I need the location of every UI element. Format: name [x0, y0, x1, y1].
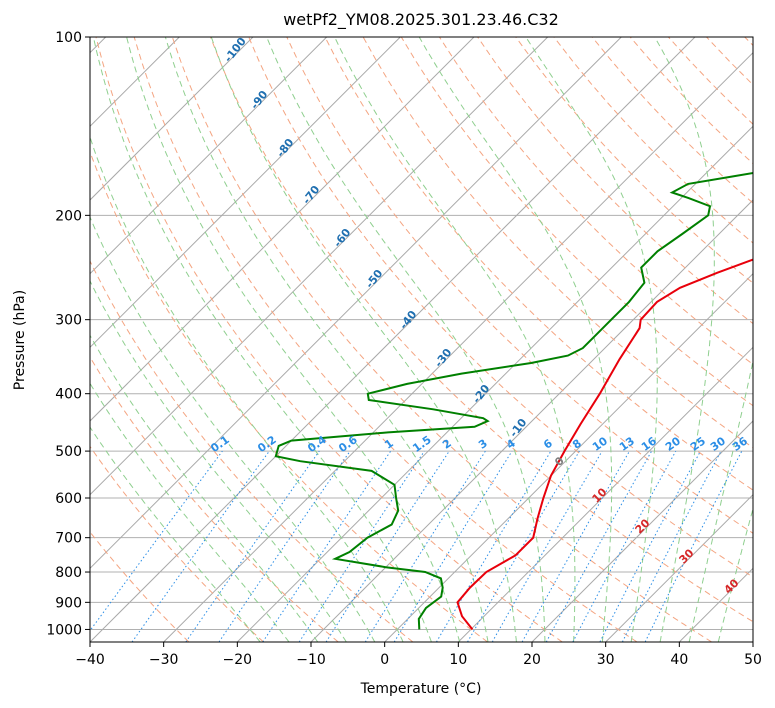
x-axis-label: Temperature (°C) — [360, 681, 482, 697]
y-tick-label: 100 — [55, 30, 82, 46]
x-tick-label: −40 — [75, 652, 105, 668]
dry-adiabat-line — [90, 259, 414, 642]
series-layer — [274, 171, 753, 631]
plot-frame — [89, 36, 754, 643]
y-tick-label: 300 — [55, 313, 82, 329]
dry-adiabat-line — [95, 37, 563, 642]
plot-area: 0.1 0.2 0.4 0.6 1 1.5 2 3 4 6 8 10 13 16 20 25 30 36-100-… — [90, 37, 753, 642]
mixing-ratio-line — [325, 450, 450, 642]
x-tick-label: −20 — [223, 652, 253, 668]
y-tick-label: 800 — [55, 565, 82, 581]
mixing-ratio-line — [262, 450, 392, 642]
dry-adiabat-line — [90, 356, 339, 642]
dry-adiabat-line — [90, 445, 264, 642]
dry-adiabat-line — [248, 37, 753, 578]
moist-adiabat-line — [334, 37, 576, 642]
isotherm-line — [90, 37, 622, 570]
chart-title: wetPf2_YM08.2025.301.23.46.C32 — [283, 10, 559, 30]
moist-adiabat-line — [525, 37, 658, 642]
y-tick-label: 1000 — [46, 622, 82, 638]
dry-adiabat-line — [324, 37, 753, 491]
x-tick-label: 10 — [449, 652, 467, 668]
x-tick-label: 50 — [744, 652, 762, 668]
x-tick-label: 40 — [670, 652, 688, 668]
moist-adiabat-line — [266, 37, 546, 642]
x-tick-label: 20 — [523, 652, 541, 668]
x-tick-label: −10 — [296, 652, 326, 668]
isotherm-line — [90, 37, 549, 496]
mixing-ratio-line — [90, 450, 223, 632]
isotherm-line — [90, 37, 475, 422]
dry-adiabat-line — [286, 37, 753, 534]
mixing-ratio-line — [545, 450, 653, 642]
isotherm-line — [384, 272, 753, 642]
mixing-ratio-line — [131, 450, 270, 642]
y-tick-label: 900 — [55, 595, 82, 611]
isotherm-line — [457, 346, 753, 642]
moist-adiabat-line — [92, 37, 432, 642]
y-tick-label: 600 — [55, 491, 82, 507]
isotherm-line — [605, 493, 753, 642]
y-tick-label: 500 — [55, 444, 82, 460]
mixing-ratio-line — [185, 450, 320, 642]
moist-adiabat-line — [90, 426, 261, 642]
isotherm-line — [531, 420, 753, 642]
moist-adiabat-line — [126, 37, 461, 642]
moist-adiabat-line — [90, 334, 319, 642]
moist-adiabat-line — [90, 382, 290, 642]
mixing-ratio-line — [393, 450, 513, 642]
dry-adiabat-line — [515, 37, 753, 284]
moist-adiabat-line — [717, 506, 753, 642]
isotherm-line — [236, 125, 753, 642]
isotherm-line — [163, 51, 753, 642]
isotherm-line — [90, 37, 328, 275]
x-tick-label: −30 — [149, 652, 179, 668]
moist-adiabat-line — [90, 215, 376, 642]
isotherm-line — [90, 37, 696, 642]
dewpoint-line — [274, 171, 753, 630]
isotherm-line — [90, 37, 254, 201]
moist-adiabat-line — [654, 37, 715, 642]
dry-adiabat-line — [210, 37, 753, 623]
y-tick-label: 200 — [55, 208, 82, 224]
x-axis: −40 −30 −20 −10 0 10 20 30 40 50 — [75, 642, 762, 668]
x-tick-label: 0 — [380, 652, 389, 668]
mixing-ratio-line — [521, 450, 630, 642]
moist-adiabat-line — [418, 37, 613, 642]
mixing-ratio-line — [218, 450, 351, 642]
x-tick-label: 30 — [597, 652, 615, 668]
background-lines — [90, 37, 753, 642]
dry-adiabat-line — [171, 37, 712, 642]
y-tick-label: 700 — [55, 531, 82, 547]
moist-adiabat-line — [688, 358, 753, 642]
isotherm-line — [90, 37, 401, 349]
moist-adiabat-line — [164, 37, 489, 642]
y-tick-label: 400 — [55, 387, 82, 403]
moist-adiabat-line — [90, 135, 404, 642]
mixing-ratio-line — [572, 450, 677, 642]
moist-adiabat-line — [210, 37, 517, 642]
temperature-line — [456, 258, 753, 631]
mixing-ratio-line — [644, 450, 743, 642]
y-axis-label: Pressure (hPa) — [12, 290, 28, 390]
y-axis: 100 200 300 400 500 600 700 800 900 1000 — [46, 30, 90, 638]
